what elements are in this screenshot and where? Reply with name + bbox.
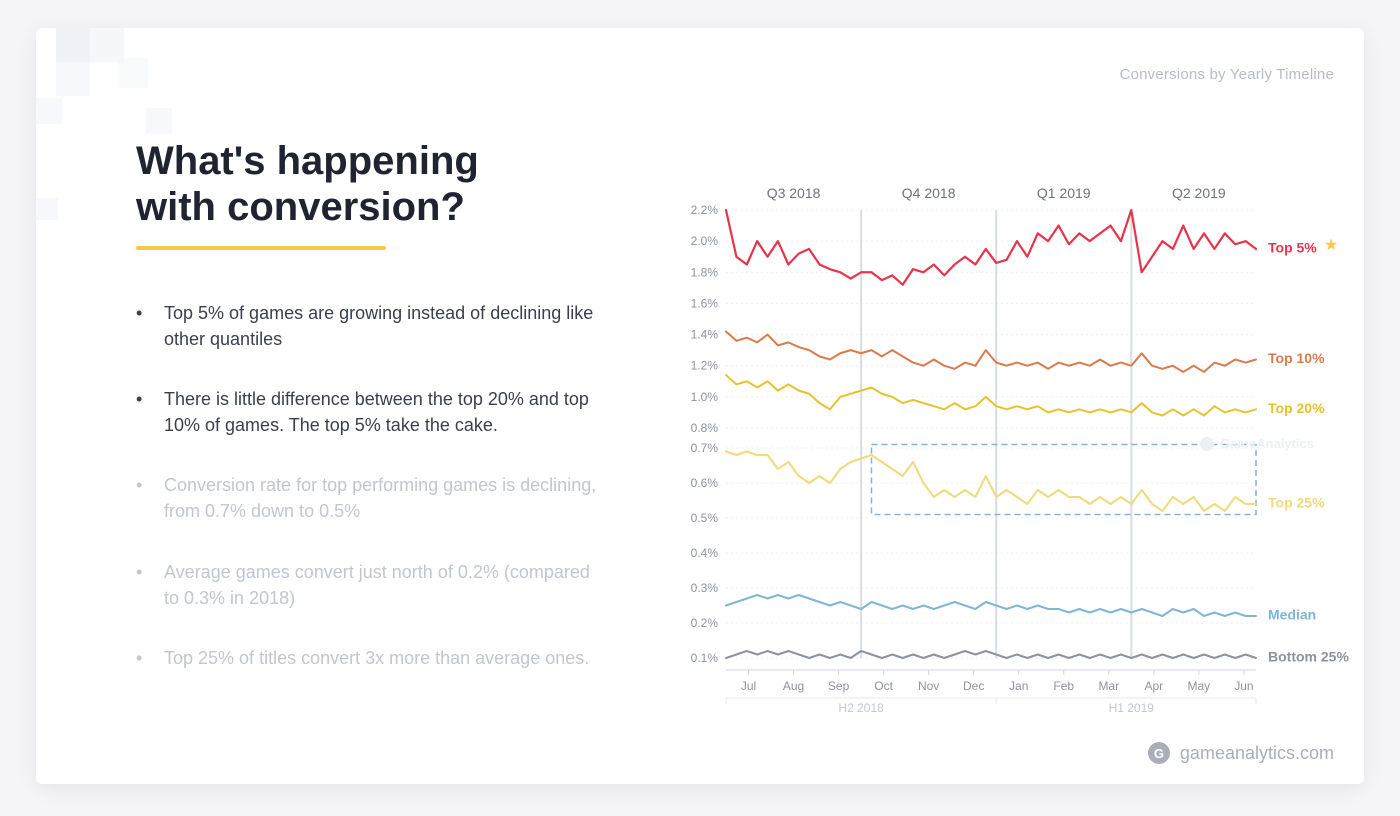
svg-text:H1 2019: H1 2019	[1109, 701, 1155, 715]
series-label: Top 5%	[1268, 240, 1317, 256]
svg-text:0.1%: 0.1%	[691, 651, 719, 665]
svg-text:Jul: Jul	[741, 679, 756, 693]
svg-text:Q1 2019: Q1 2019	[1037, 185, 1091, 201]
conversion-chart: 2.2% 2.0% 1.8% 1.6% 1.4% 1.2% 1.0% 0.8% 0.7% 0.6%…	[676, 178, 1336, 758]
svg-text:Mar: Mar	[1098, 679, 1119, 693]
footer-brand: G gameanalytics.com	[1148, 742, 1334, 764]
svg-text:2.2%: 2.2%	[691, 203, 719, 217]
svg-text:0.2%: 0.2%	[691, 616, 719, 630]
series-label: Median	[1268, 607, 1316, 623]
svg-text:2.0%: 2.0%	[691, 234, 719, 248]
title-line-1: What's happening	[136, 139, 479, 183]
brand-logo-icon: G	[1148, 742, 1170, 764]
chart-container: GameAnalytics 2.2%2.0%1.8%1.6%1.4%1.2%1.…	[676, 178, 1336, 758]
svg-text:Jun: Jun	[1234, 679, 1253, 693]
svg-text:0.4%: 0.4%	[691, 546, 719, 560]
svg-text:1.6%: 1.6%	[691, 296, 719, 310]
page-subtitle: Conversions by Yearly Timeline	[1120, 66, 1334, 83]
bullet-3: Conversion rate for top performing games…	[136, 472, 606, 524]
series-median	[726, 595, 1256, 616]
svg-text:0.8%: 0.8%	[691, 421, 719, 435]
svg-text:H2 2018: H2 2018	[838, 701, 884, 715]
svg-text:Oct: Oct	[874, 679, 893, 693]
series-label: Top 10%	[1268, 350, 1325, 366]
svg-text:0.6%: 0.6%	[691, 476, 719, 490]
svg-text:Dec: Dec	[963, 679, 984, 693]
svg-text:1.0%: 1.0%	[691, 390, 719, 404]
svg-text:Q3 2018: Q3 2018	[767, 185, 821, 201]
svg-text:1.4%: 1.4%	[691, 328, 719, 342]
page-title: What's happening with conversion?	[136, 138, 606, 230]
title-underline	[136, 246, 386, 250]
series-top-5-	[726, 210, 1256, 285]
series-bottom-25-	[726, 651, 1256, 658]
svg-text:1.8%: 1.8%	[691, 265, 719, 279]
series-label: Top 20%	[1268, 400, 1325, 416]
bullet-list: Top 5% of games are growing instead of d…	[136, 300, 606, 671]
svg-text:Nov: Nov	[918, 679, 939, 693]
svg-text:0.3%: 0.3%	[691, 581, 719, 595]
svg-text:May: May	[1188, 679, 1211, 693]
svg-text:Aug: Aug	[783, 679, 804, 693]
title-line-2: with conversion?	[136, 185, 465, 229]
bullet-2: There is little difference between the t…	[136, 386, 606, 438]
bullet-4: Average games convert just north of 0.2%…	[136, 559, 606, 611]
svg-text:Jan: Jan	[1009, 679, 1028, 693]
svg-text:Feb: Feb	[1053, 679, 1074, 693]
series-top-25-	[726, 452, 1256, 512]
svg-text:0.5%: 0.5%	[691, 511, 719, 525]
svg-text:Apr: Apr	[1144, 679, 1163, 693]
star-icon: ★	[1324, 237, 1338, 254]
svg-text:1.2%: 1.2%	[691, 359, 719, 373]
series-label: Top 25%	[1268, 495, 1325, 511]
brand-name: gameanalytics.com	[1180, 743, 1334, 764]
svg-text:Q2 2019: Q2 2019	[1172, 185, 1226, 201]
svg-text:Sep: Sep	[828, 679, 850, 693]
bullet-5: Top 25% of titles convert 3x more than a…	[136, 645, 606, 671]
series-label: Bottom 25%	[1268, 649, 1349, 665]
series-top-20-	[726, 375, 1256, 415]
left-column: What's happening with conversion? Top 5%…	[136, 138, 606, 705]
bullet-1: Top 5% of games are growing instead of d…	[136, 300, 606, 352]
svg-text:0.7%: 0.7%	[691, 441, 719, 455]
svg-text:Q4 2018: Q4 2018	[902, 185, 956, 201]
main-card: Conversions by Yearly Timeline What's ha…	[36, 28, 1364, 784]
